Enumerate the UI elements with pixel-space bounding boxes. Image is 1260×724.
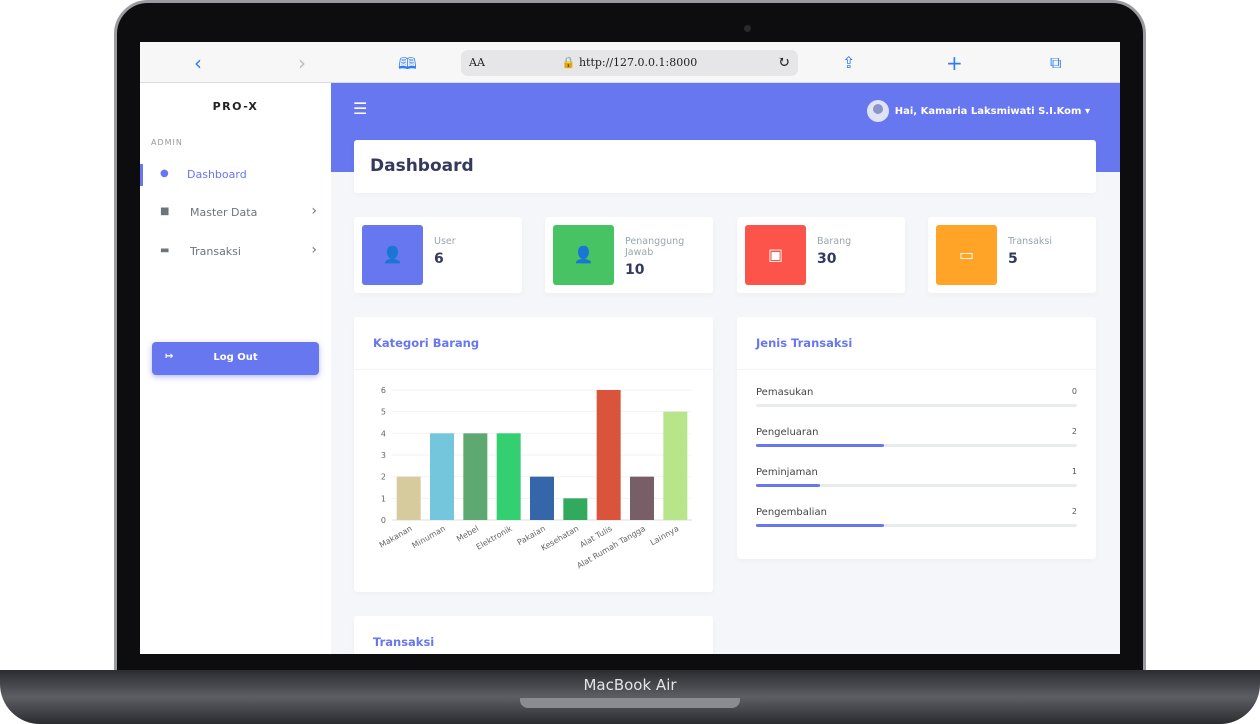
x-tick-label: Elektronik bbox=[475, 524, 514, 552]
progress-item: Pengeluaran 2 bbox=[756, 427, 1077, 447]
database-icon: ■ bbox=[160, 206, 170, 217]
progress-label: Peminjaman bbox=[756, 467, 818, 478]
progress-value: 0 bbox=[1071, 387, 1077, 396]
chevron-right-icon: › bbox=[311, 242, 317, 258]
progress-label: Pemasukan bbox=[756, 387, 814, 398]
progress-fill bbox=[756, 444, 885, 447]
url-text: http://127.0.0.1:8000 bbox=[578, 56, 698, 69]
new-tab-icon[interactable]: + bbox=[946, 51, 963, 75]
progress-bar bbox=[756, 404, 1077, 407]
lock-icon: 🔒 bbox=[561, 56, 576, 69]
tabs-icon[interactable]: ⧉ bbox=[1050, 53, 1062, 72]
progress-label: Pengeluaran bbox=[756, 427, 819, 438]
kategori-barang-card: Kategori Barang 0 1 2 3 4 5 6 Makanan Minuman Meb… bbox=[354, 317, 713, 592]
y-tick-label: 1 bbox=[381, 494, 386, 503]
stat-card-penanggung-jawab: 👤 Penanggung Jawab 10 bbox=[545, 217, 713, 293]
page-title: Dashboard bbox=[370, 156, 474, 176]
y-tick-label: 2 bbox=[381, 473, 386, 482]
stat-card-transaksi: ▭ Transaksi 5 bbox=[928, 217, 1096, 293]
bar[interactable] bbox=[396, 476, 421, 520]
stat-card-barang: ▣ Barang 30 bbox=[737, 217, 905, 293]
bookmarks-icon[interactable]: 🕮 bbox=[398, 54, 417, 73]
device-label: MacBook Air bbox=[583, 676, 677, 694]
progress-item: Pemasukan 0 bbox=[756, 387, 1077, 407]
x-tick-label: Makanan bbox=[378, 524, 414, 550]
x-tick-label: Minuman bbox=[410, 524, 447, 550]
progress-value: 1 bbox=[1071, 467, 1077, 476]
bar[interactable] bbox=[563, 498, 588, 520]
card-title: Jenis Transaksi bbox=[756, 336, 853, 350]
card-title: Kategori Barang bbox=[373, 336, 480, 350]
card-title: Transaksi bbox=[373, 635, 435, 649]
reload-icon[interactable]: ↻ bbox=[777, 53, 790, 71]
progress-value: 2 bbox=[1071, 427, 1077, 436]
x-tick-label: Kesehatan bbox=[540, 524, 581, 553]
logout-button[interactable]: ↦ Log Out bbox=[152, 342, 319, 375]
user-tie-icon: 👤 bbox=[553, 225, 614, 285]
transaksi-card: Transaksi bbox=[354, 616, 713, 654]
progress-item: Peminjaman 1 bbox=[756, 467, 1077, 487]
bar[interactable] bbox=[596, 390, 621, 520]
y-tick-label: 5 bbox=[381, 408, 386, 417]
progress-bar bbox=[756, 524, 1077, 527]
fire-icon: ● bbox=[160, 168, 169, 179]
page-header-card: Dashboard bbox=[354, 140, 1096, 193]
user-dropdown[interactable]: Hai, Kamaria Laksmiwati S.I.Kom ▾ bbox=[866, 100, 1090, 122]
sidebar-section-label: ADMIN bbox=[151, 138, 183, 147]
bar[interactable] bbox=[530, 476, 554, 520]
screen: ‹ › 🕮 AA 🔒 http://127.0.0.1:8000 ↻ ⇪ + ⧉… bbox=[140, 42, 1120, 654]
progress-fill bbox=[756, 524, 885, 527]
y-tick-label: 4 bbox=[381, 429, 386, 438]
avatar bbox=[866, 100, 889, 122]
progress-bar bbox=[756, 444, 1077, 447]
y-tick-label: 0 bbox=[381, 516, 386, 525]
reader-button[interactable]: AA bbox=[469, 56, 485, 69]
progress-value: 2 bbox=[1071, 507, 1077, 516]
back-icon[interactable]: ‹ bbox=[194, 51, 202, 75]
wallet-icon: ▭ bbox=[936, 225, 997, 285]
camera bbox=[744, 25, 751, 32]
sidebar: PRO-X ADMIN ● Dashboard ■ Master Data › ▬ Tr… bbox=[140, 83, 331, 654]
laptop-base: MacBook Air bbox=[0, 670, 1260, 724]
brand-logo: PRO-X bbox=[212, 100, 259, 113]
progress-label: Pengembalian bbox=[756, 507, 827, 518]
progress-fill bbox=[756, 484, 821, 487]
caret-down-icon: ▾ bbox=[1084, 106, 1090, 117]
share-icon[interactable]: ⇪ bbox=[842, 53, 856, 72]
chevron-right-icon: › bbox=[311, 203, 317, 219]
stat-card-user: 👤 User 6 bbox=[354, 217, 522, 293]
bar[interactable] bbox=[496, 433, 521, 520]
bar[interactable] bbox=[663, 411, 688, 520]
sign-out-icon: ↦ bbox=[165, 351, 174, 362]
menu-toggle-icon[interactable]: ☰ bbox=[353, 99, 368, 118]
y-tick-label: 3 bbox=[381, 451, 386, 460]
forward-icon[interactable]: › bbox=[298, 51, 306, 75]
x-tick-label: Mebel bbox=[455, 524, 480, 544]
y-tick-label: 6 bbox=[381, 386, 386, 395]
x-tick-label: Lainnya bbox=[649, 524, 681, 548]
sidebar-item-dashboard[interactable]: ● Dashboard bbox=[140, 160, 331, 190]
address-bar[interactable]: AA 🔒 http://127.0.0.1:8000 ↻ bbox=[461, 50, 798, 76]
bar[interactable] bbox=[630, 476, 654, 520]
browser-toolbar: ‹ › 🕮 AA 🔒 http://127.0.0.1:8000 ↻ ⇪ + ⧉ bbox=[140, 42, 1120, 83]
wallet-icon: ▬ bbox=[160, 245, 170, 256]
bar[interactable] bbox=[463, 433, 488, 520]
box-icon: ▣ bbox=[745, 225, 806, 285]
user-icon: 👤 bbox=[362, 225, 423, 285]
jenis-transaksi-card: Jenis Transaksi Pemasukan 0 Pengeluaran 2 Pe… bbox=[737, 317, 1096, 559]
progress-item: Pengembalian 2 bbox=[756, 507, 1077, 527]
bar[interactable] bbox=[430, 433, 454, 520]
sidebar-item-master-data[interactable]: ■ Master Data › bbox=[160, 203, 317, 219]
sidebar-item-transaksi[interactable]: ▬ Transaksi › bbox=[160, 242, 317, 258]
progress-bar bbox=[756, 484, 1077, 487]
